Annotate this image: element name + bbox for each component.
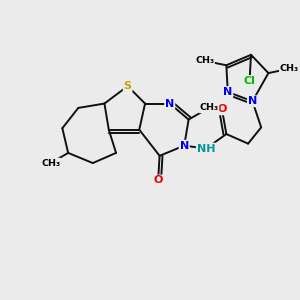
Text: O: O — [153, 176, 163, 185]
Text: CH₃: CH₃ — [280, 64, 299, 73]
Text: N: N — [248, 96, 257, 106]
Text: CH₃: CH₃ — [41, 159, 60, 168]
Text: N: N — [180, 141, 189, 151]
Text: CH₃: CH₃ — [195, 56, 214, 65]
Text: CH₃: CH₃ — [200, 103, 218, 112]
Text: NH: NH — [197, 143, 215, 154]
Text: N: N — [165, 99, 174, 109]
Text: O: O — [217, 104, 227, 114]
Text: S: S — [124, 81, 132, 91]
Text: Cl: Cl — [244, 76, 256, 86]
Text: N: N — [223, 87, 232, 97]
